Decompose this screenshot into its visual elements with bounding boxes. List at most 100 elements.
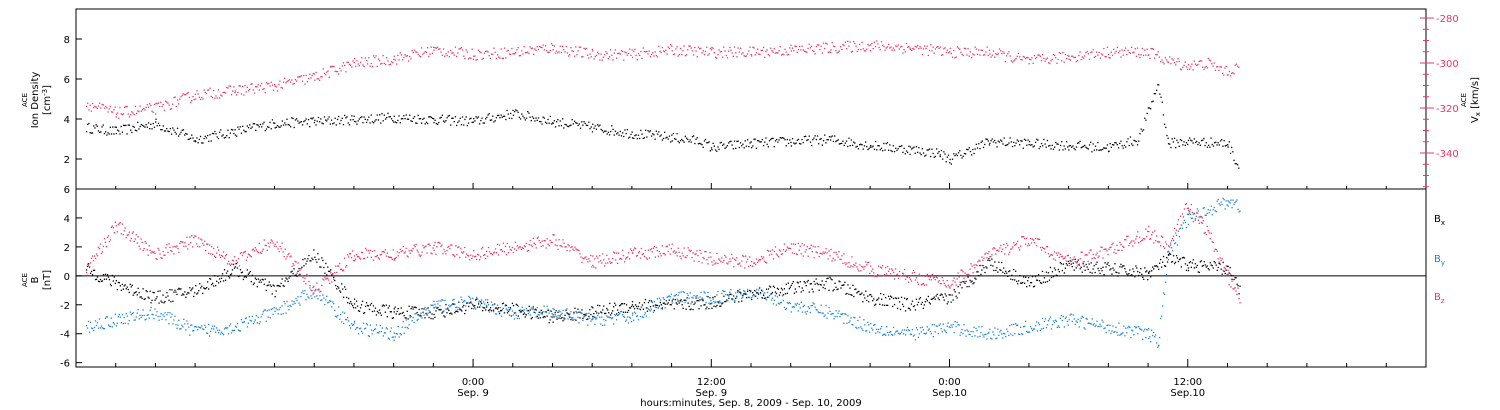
data-point [639,315,642,318]
data-point [415,243,417,246]
data-point [509,248,512,251]
data-point [1215,264,1217,266]
data-point [108,241,111,243]
data-point [1223,74,1225,76]
top-left-tick-label: 2 [64,155,70,166]
data-point [156,125,158,127]
data-point [707,291,709,294]
data-point [290,126,292,128]
data-point [1235,163,1238,165]
data-point [574,318,576,320]
data-point [344,257,346,259]
data-point [1015,270,1017,272]
data-point [942,54,944,56]
data-point [127,124,129,126]
data-point [352,250,354,252]
data-point [880,41,883,43]
data-point [440,309,442,311]
data-point [343,269,345,271]
data-point [947,154,950,156]
data-point [289,275,291,278]
data-point [336,71,339,73]
data-point [1087,322,1089,324]
data-point [811,45,813,47]
data-point [304,290,306,292]
data-point [133,114,135,116]
data-point [203,244,205,246]
data-point [252,323,254,325]
data-point [735,147,737,149]
data-point [814,306,816,308]
data-point [453,298,455,300]
data-point [657,307,659,309]
data-point [130,286,132,288]
data-point [738,146,740,149]
data-point [1041,317,1044,320]
data-point [982,54,985,56]
data-point [490,252,493,255]
data-point [1178,236,1181,238]
data-point [477,116,480,118]
data-point [913,334,916,336]
data-point [1100,53,1103,55]
data-point [277,248,279,250]
data-point [768,55,771,57]
data-point [504,304,507,306]
data-point [500,315,503,317]
data-point [279,126,281,128]
data-point [925,154,927,156]
data-point [145,318,147,320]
data-point [205,288,207,290]
data-point [178,287,180,289]
data-point [313,292,315,294]
data-point [1013,141,1015,144]
data-point [185,132,187,135]
data-point [888,43,890,45]
data-point [235,259,238,262]
data-point [1197,63,1199,66]
data-point [1148,271,1150,273]
data-point [181,94,183,96]
data-point [145,290,147,292]
data-point [487,299,489,301]
data-point [1032,328,1035,330]
data-point [355,121,357,123]
data-point [573,120,576,122]
data-point [842,313,844,315]
data-point [414,313,416,315]
data-point [440,116,442,119]
data-point [868,147,870,150]
data-point [1217,266,1219,269]
data-point [233,267,236,269]
data-point [428,309,430,312]
data-point [974,46,976,48]
data-point [221,95,223,97]
data-point [876,299,878,301]
data-point [151,110,153,112]
data-point [387,60,389,62]
data-point [1010,278,1012,280]
data-point [687,302,689,304]
data-point [409,56,411,58]
data-point [118,130,120,132]
data-point [469,296,471,299]
data-point [543,305,545,307]
data-point [430,46,432,48]
data-point [339,318,341,320]
data-point [353,58,356,60]
data-point [479,300,481,302]
data-point [473,250,475,252]
data-point [894,331,897,333]
data-point [577,308,579,310]
data-point [348,256,350,258]
data-point [1096,51,1098,53]
data-point [1185,66,1188,68]
data-point [939,46,941,48]
data-point [129,311,131,313]
data-point [351,323,353,325]
data-point [737,47,739,49]
data-point [931,148,933,150]
data-point [737,291,739,293]
data-point [810,283,812,285]
data-point [394,59,397,61]
